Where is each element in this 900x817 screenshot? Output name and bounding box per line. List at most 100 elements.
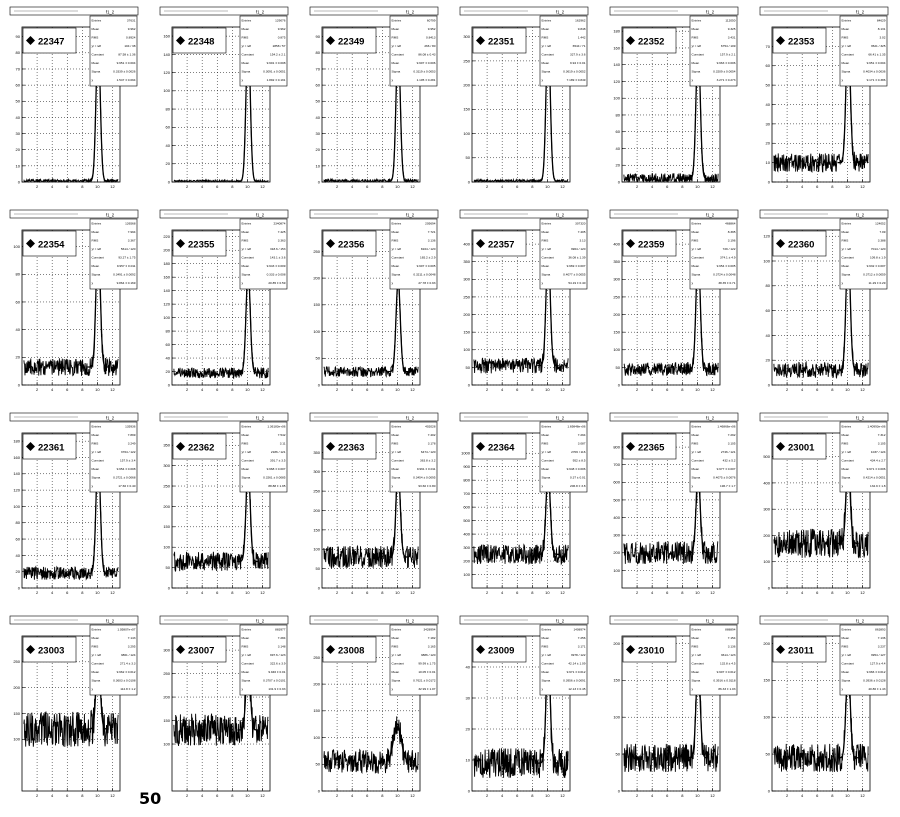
run-number: 22353 [788, 37, 814, 48]
stats-key: Mean [542, 433, 550, 437]
stats-frame [89, 421, 138, 493]
stats-key: Mean [692, 670, 700, 674]
stats-frame [389, 421, 438, 493]
stats-key: Constant [692, 459, 705, 463]
stats-key: RMS [842, 442, 849, 446]
stats-key: Mean [842, 636, 850, 640]
histogram-series [623, 467, 719, 565]
histogram-name: f1_2 [706, 619, 715, 624]
stats-key: Constant [542, 662, 555, 666]
x-tick-label: 12 [410, 590, 415, 595]
y-tick-label: 700 [613, 462, 620, 467]
y-tick-label: 80 [766, 283, 771, 288]
stats-key: Constant [842, 459, 855, 463]
stats-box: Entries 129076 Mean 9.962 RMS 0.875 χ² / ndf 28… [239, 15, 288, 87]
x-tick-label: 4 [351, 793, 354, 798]
diamond-marker-icon [776, 239, 785, 248]
stats-frame [689, 218, 738, 290]
stats-value: 9.951 ± 0.004 [867, 61, 886, 65]
x-tick-label: 8 [81, 793, 84, 798]
stats-key: Mean [842, 61, 850, 65]
stats-key: Entries [692, 222, 702, 226]
stats-value: 60799 [427, 19, 436, 23]
stats-value: 2746 / 121 [721, 450, 736, 454]
run-legend: 23001 [772, 433, 827, 460]
stats-value: 0.3209 ± 0.0054 [713, 70, 736, 74]
stats-value: 3428994 [423, 628, 435, 632]
page-footer-label: 50 [139, 789, 162, 808]
stats-value: 10.05 ± 0.01 [418, 670, 435, 674]
stats-value: 3.13 [579, 239, 585, 243]
x-tick-label: 4 [651, 387, 654, 392]
x-tick-label: 8 [381, 387, 384, 392]
x-tick-label: 8 [531, 387, 534, 392]
stats-frame [389, 218, 438, 290]
x-tick-label: 8 [231, 184, 234, 189]
y-tick-label: 400 [613, 515, 620, 520]
x-tick-label: 12 [710, 184, 715, 189]
stats-key: χ² / ndf [392, 653, 402, 657]
x-tick-label: 4 [201, 793, 204, 798]
y-tick-label: 70 [766, 44, 771, 49]
histogram-pad-22354: f1_2 2 4 6 8 10 12 0 20 40 60 80 100 Entries 126568 Mea… [0, 208, 150, 411]
run-number: 23007 [188, 646, 214, 657]
diamond-marker-icon [26, 645, 35, 654]
stats-value: 132.9 ± 1.8 [870, 484, 886, 488]
x-tick-label: 6 [816, 387, 819, 392]
y-tick-label: 50 [316, 566, 321, 571]
stats-value: 374.1 ± 4.9 [720, 256, 736, 260]
stats-value: 205694 [425, 222, 436, 226]
x-tick-label: 12 [260, 387, 265, 392]
plot-frame [621, 229, 721, 386]
x-tick-label: 8 [231, 387, 234, 392]
stats-value: 3.363 [278, 239, 286, 243]
stats-value: 6544 / 71 [573, 44, 586, 48]
stats-key: Mean [542, 230, 550, 234]
stats-value: 3.367 [128, 239, 136, 243]
stats-key: Entries [842, 628, 852, 632]
y-tick-label: 150 [313, 708, 320, 713]
histogram-pad-22362: f1_2 2 4 6 8 10 12 0 50 100 150 200 250 300 350 Entries… [150, 411, 300, 614]
diamond-marker-icon [26, 442, 35, 451]
histogram-name: f1_2 [406, 619, 415, 624]
stats-key: Constant [542, 53, 555, 57]
stats-key: RMS [392, 36, 399, 40]
run-legend: 22359 [622, 230, 677, 257]
y-tick-label: 60 [16, 536, 21, 541]
stats-key: Mean [542, 670, 550, 674]
y-tick-label: 350 [313, 450, 320, 455]
stats-key: Constant [242, 662, 255, 666]
y-tick-label: 400 [613, 241, 620, 246]
stats-key: Entries [92, 628, 102, 632]
run-legend: 22352 [622, 27, 677, 54]
x-tick-label: 6 [366, 387, 369, 392]
histogram-pad-23007: f1_2 2 4 6 8 10 12 100 150 200 250 300 Entries 883977… [150, 614, 300, 817]
stats-key: Constant [842, 662, 855, 666]
stats-value: 2186 / 121 [271, 450, 286, 454]
stats-value: 9.952 [428, 27, 436, 31]
y-tick-label: 60 [766, 308, 771, 313]
stats-key: Entries [242, 425, 252, 429]
run-number: 23009 [488, 646, 514, 657]
run-legend: 23007 [172, 636, 227, 663]
stats-key: Entries [692, 19, 702, 23]
y-tick-label: 150 [313, 527, 320, 532]
stats-value: 27.78 ± 0.93 [418, 281, 435, 285]
histogram-svg: f1_2 2 4 6 8 10 12 100 200 300 400 500 600 700 800 Entr… [609, 412, 739, 595]
stats-key: Entries [92, 19, 102, 23]
stats-value: 0.3091 ± 0.0051 [263, 70, 286, 74]
x-tick-label: 4 [51, 793, 54, 798]
stats-key: χ² / ndf [542, 450, 552, 454]
histogram-name: f1_2 [406, 10, 415, 15]
histogram-svg: f1_22 4 6 8 10 12020406080100120140160180Entr… [9, 412, 139, 595]
run-legend: 23011 [772, 636, 827, 663]
stats-frame [89, 15, 138, 87]
stats-value: 9.969 ± 0.007 [567, 264, 586, 268]
y-tick-label: 20 [16, 147, 21, 152]
y-tick-label: 0 [768, 585, 771, 590]
y-tick-label: 50 [316, 762, 321, 767]
stats-box: Entries 60799 Mean 9.952 RMS 0.8413 χ² / ndf 26… [389, 15, 438, 87]
stats-key: RMS [392, 239, 399, 243]
histogram-svg: f1_2 2 4 6 8 10 12 0 10 20 30 40 50 60 70 80 90 Entries 37… [9, 6, 139, 189]
run-number: 22348 [188, 37, 214, 48]
